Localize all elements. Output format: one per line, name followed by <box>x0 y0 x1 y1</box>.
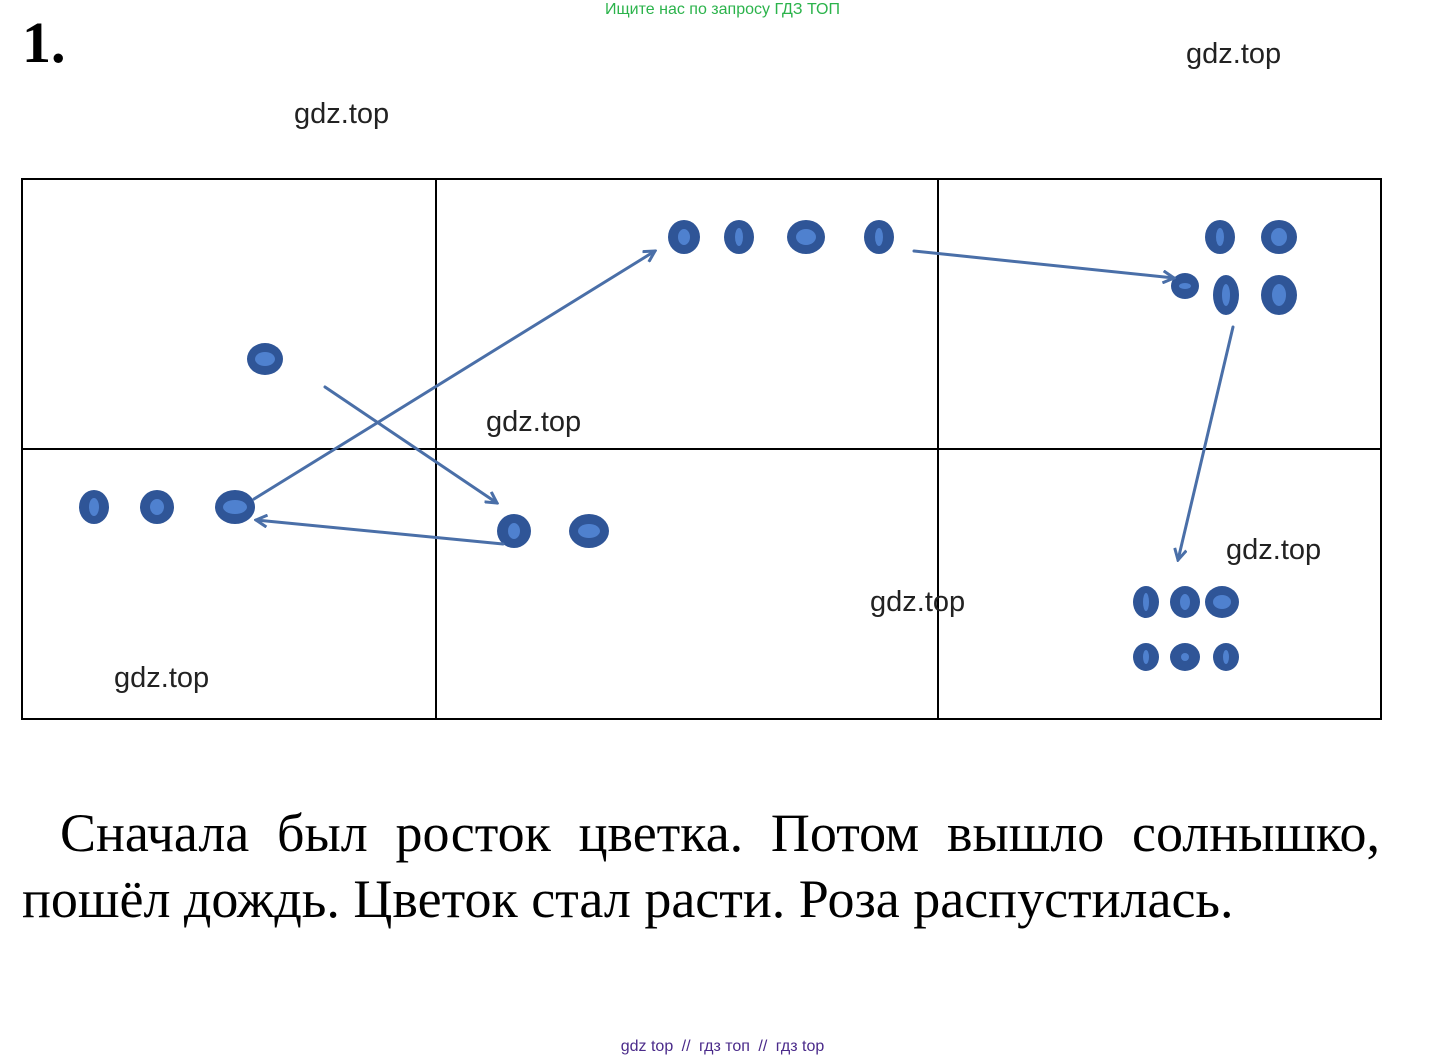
footer-link-gdz-top[interactable]: gdz top <box>620 1038 674 1055</box>
dot-cell6-d <box>1133 643 1159 671</box>
arrow-5 <box>1178 325 1235 560</box>
grid-table <box>21 178 1382 720</box>
dot-cell2-c <box>787 220 825 254</box>
footer-link-gdz-top-ru[interactable]: гдз топ <box>699 1038 750 1055</box>
dot-cell6-a <box>1133 586 1159 618</box>
dot-cell6-b <box>1170 586 1200 618</box>
story-text: Сначала был росток цветка. Потом вышло с… <box>22 800 1380 932</box>
dot-cell5-a <box>497 514 531 548</box>
dot-cell3-d <box>1213 275 1239 315</box>
dot-cell3-e <box>1261 275 1297 315</box>
top-banner: Ищите нас по запросу ГДЗ ТОП <box>605 1 840 18</box>
dot-cell3-b <box>1261 220 1297 254</box>
watermark: gdz.top <box>294 98 390 130</box>
watermark: gdz.top <box>1186 38 1282 70</box>
footer: gdz top // гдз топ // гдз top <box>0 1038 1445 1056</box>
dot-cell4-b <box>140 490 174 524</box>
story-paragraph: Сначала был росток цветка. Потом вышло с… <box>22 803 1380 929</box>
task-number: 1. <box>22 10 66 75</box>
dot-cell6-c <box>1205 586 1239 618</box>
dot-cell5-b <box>569 514 609 548</box>
dot-cell3-c <box>1171 273 1199 299</box>
watermark: gdz.top <box>1226 534 1322 566</box>
watermark: gdz.top <box>870 586 966 618</box>
arrow-1 <box>323 385 497 503</box>
watermark: gdz.top <box>486 406 582 438</box>
footer-link-gdz-top-mixed[interactable]: гдз top <box>775 1038 825 1055</box>
footer-separator: // <box>758 1038 768 1055</box>
dot-cell1 <box>247 343 283 375</box>
arrow-4 <box>912 249 1174 278</box>
dot-cell3-a <box>1205 220 1235 254</box>
footer-separator: // <box>681 1038 691 1055</box>
watermark: gdz.top <box>114 662 210 694</box>
dot-cell2-d <box>864 220 894 254</box>
arrow-2 <box>256 520 505 546</box>
dot-cell6-f <box>1213 643 1239 671</box>
dots <box>79 220 1297 671</box>
arrows <box>252 249 1235 560</box>
dot-cell2-a <box>668 220 700 254</box>
dot-cell4-c <box>215 490 255 524</box>
dot-cell4-a <box>79 490 109 524</box>
dot-cell6-e <box>1170 643 1200 671</box>
dot-cell2-b <box>724 220 754 254</box>
arrow-3 <box>252 251 655 501</box>
